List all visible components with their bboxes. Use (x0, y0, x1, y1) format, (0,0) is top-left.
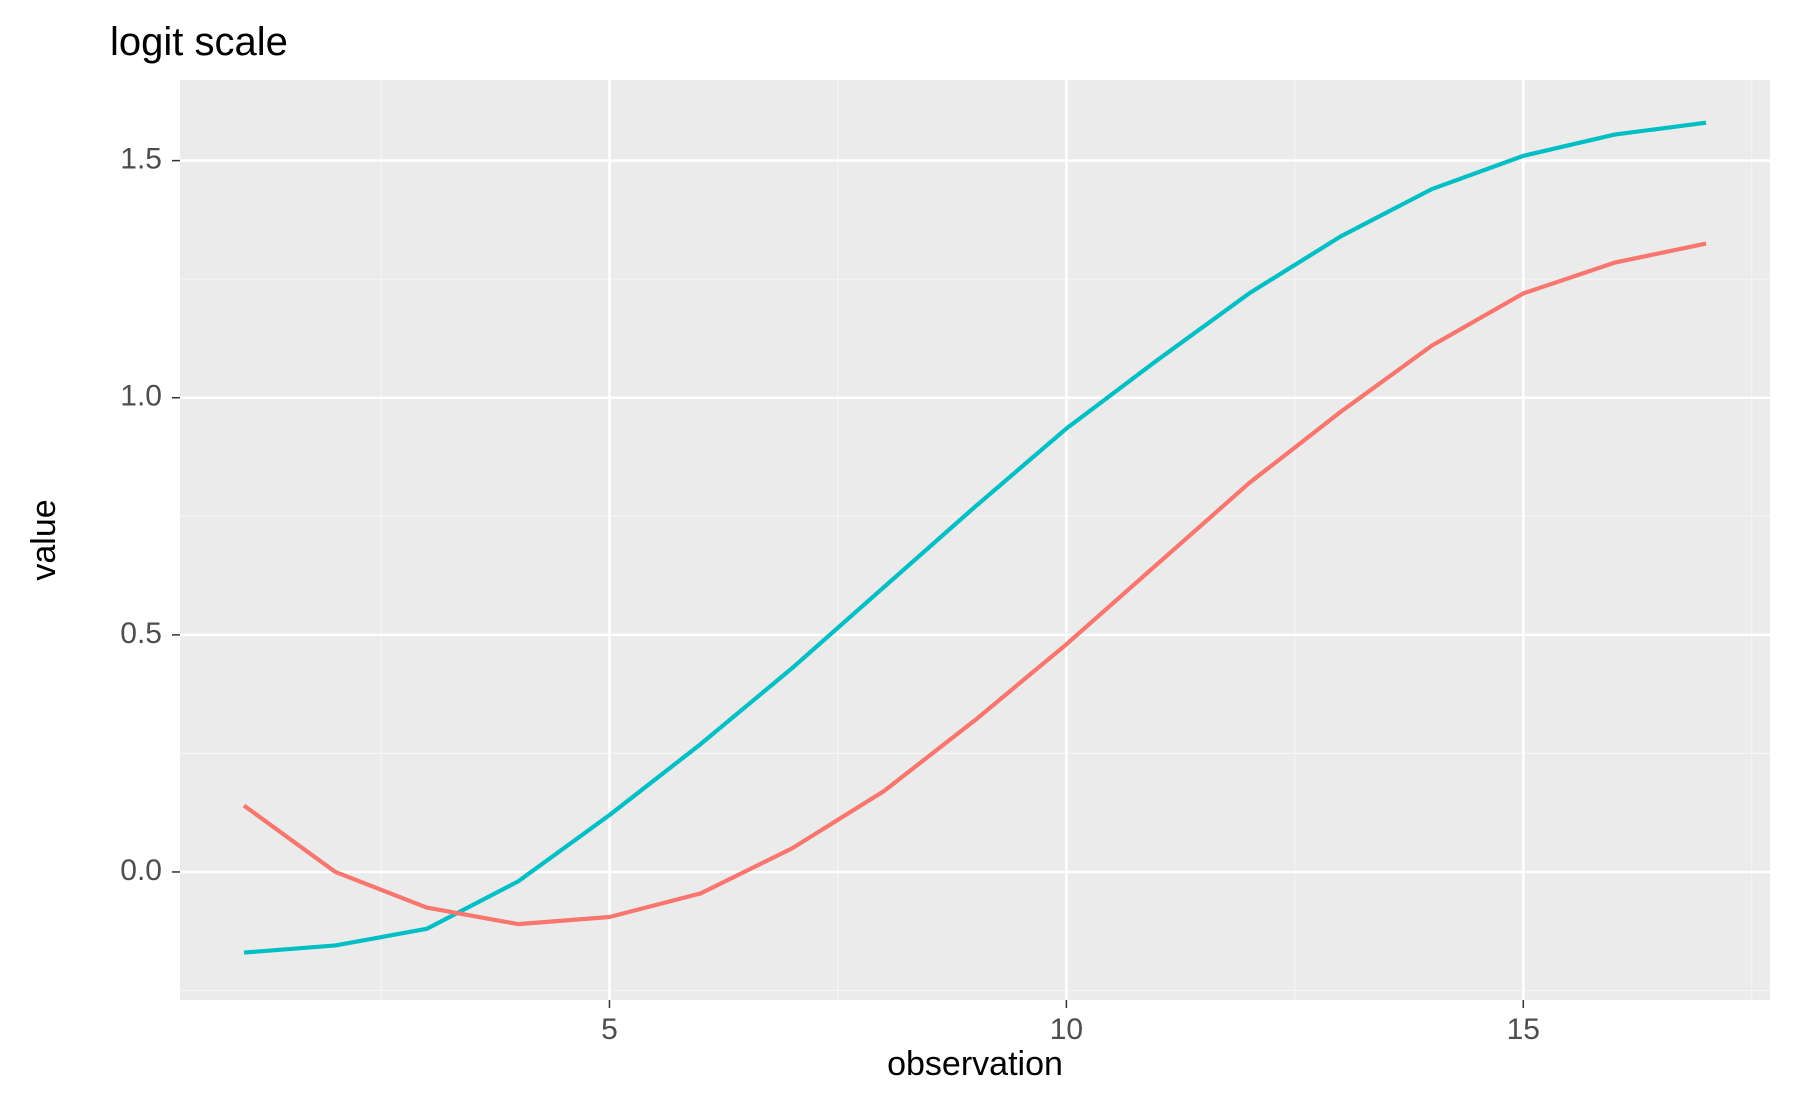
plot-panel (180, 80, 1770, 1000)
y-axis-label: value (25, 499, 63, 580)
x-tick-label: 15 (1507, 1013, 1540, 1046)
chart-title: logit scale (110, 20, 288, 64)
y-tick-label: 1.5 (120, 143, 162, 176)
x-axis-label: observation (887, 1045, 1063, 1083)
y-tick-label: 0.5 (120, 617, 162, 650)
line-chart: 5 10 15 0.0 0.5 1.0 1.5 observation value logit s… (0, 0, 1800, 1112)
x-tick-label: 5 (601, 1013, 618, 1046)
y-tick-label: 1.0 (120, 380, 162, 413)
y-tick-label: 0.0 (120, 854, 162, 887)
chart-container: 5 10 15 0.0 0.5 1.0 1.5 observation value logit s… (0, 0, 1800, 1112)
x-tick-label: 10 (1050, 1013, 1083, 1046)
